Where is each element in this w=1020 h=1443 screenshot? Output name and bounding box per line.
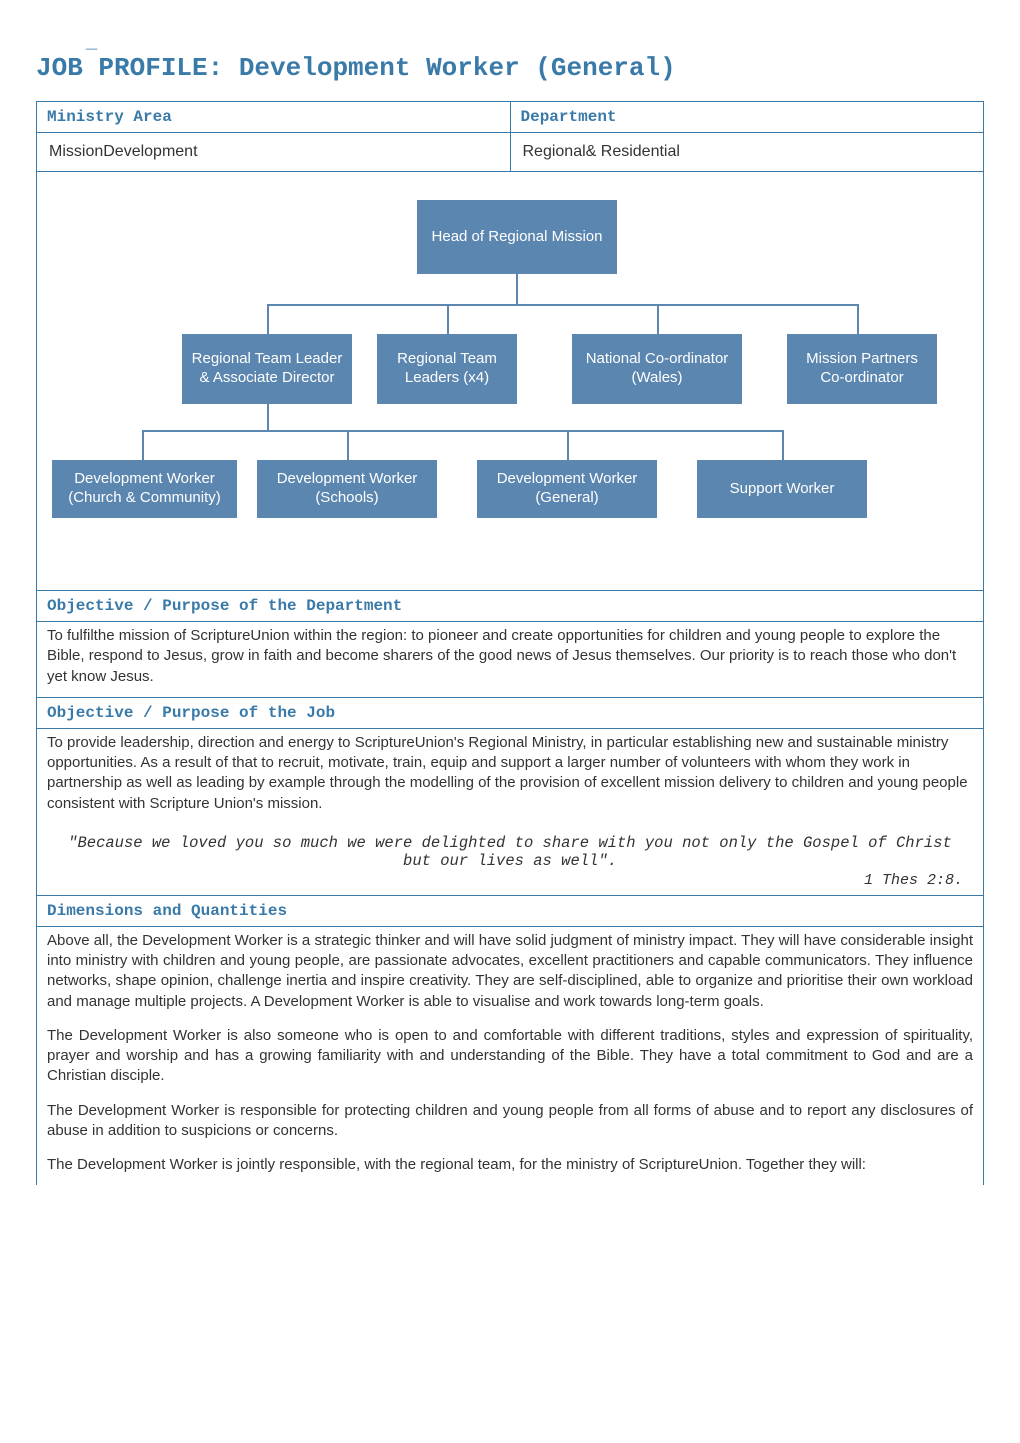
org-node-dev-general: Development Worker (General) (477, 460, 657, 518)
org-node-rtleaders: Regional Team Leaders (x4) (377, 334, 517, 404)
org-node-dev-schools: Development Worker (Schools) (257, 460, 437, 518)
dimensions-p1: Above all, the Development Worker is a s… (37, 927, 983, 1022)
org-node-support: Support Worker (697, 460, 867, 518)
profile-table: Ministry Area Department MissionDevelopm… (36, 101, 984, 1185)
department-value: Regional& Residential (510, 133, 984, 172)
dash-decoration: _ (86, 30, 984, 53)
objective-dept-body: To fulfilthe mission of ScriptureUnion w… (37, 622, 983, 697)
scripture-citation: 1 Thes 2:8. (37, 872, 983, 895)
dimensions-p3: The Development Worker is responsible fo… (37, 1097, 983, 1152)
dimensions-header: Dimensions and Quantities (37, 896, 983, 926)
dimensions-p2: The Development Worker is also someone w… (37, 1022, 983, 1097)
org-line (782, 430, 784, 460)
scripture-quote: "Because we loved you so much we were de… (37, 824, 983, 872)
org-line (347, 430, 349, 460)
org-node-rtl: Regional Team Leader & Associate Directo… (182, 334, 352, 404)
org-line (142, 430, 144, 460)
page-title: JOB PROFILE: Development Worker (General… (36, 53, 984, 83)
dimensions-p4: The Development Worker is jointly respon… (37, 1151, 983, 1185)
org-node-wales: National Co-ordinator (Wales) (572, 334, 742, 404)
org-node-head: Head of Regional Mission (417, 200, 617, 274)
org-line (142, 430, 782, 432)
org-chart-cell: Head of Regional Mission Regional Team L… (37, 172, 984, 591)
ministry-area-header: Ministry Area (37, 102, 511, 133)
org-chart: Head of Regional Mission Regional Team L… (47, 200, 973, 560)
department-header: Department (510, 102, 984, 133)
org-node-mission-partners: Mission Partners Co-ordinator (787, 334, 937, 404)
org-line (657, 304, 659, 334)
org-line (267, 304, 857, 306)
org-line (267, 304, 269, 334)
objective-job-header: Objective / Purpose of the Job (37, 698, 983, 728)
org-line (267, 404, 269, 430)
org-line (516, 274, 518, 304)
org-line (447, 304, 449, 334)
objective-job-body: To provide leadership, direction and ene… (37, 729, 983, 824)
org-line (567, 430, 569, 460)
ministry-area-value: MissionDevelopment (37, 133, 511, 172)
org-line (857, 304, 859, 334)
org-node-dev-church: Development Worker (Church & Community) (52, 460, 237, 518)
objective-dept-header: Objective / Purpose of the Department (37, 591, 983, 621)
